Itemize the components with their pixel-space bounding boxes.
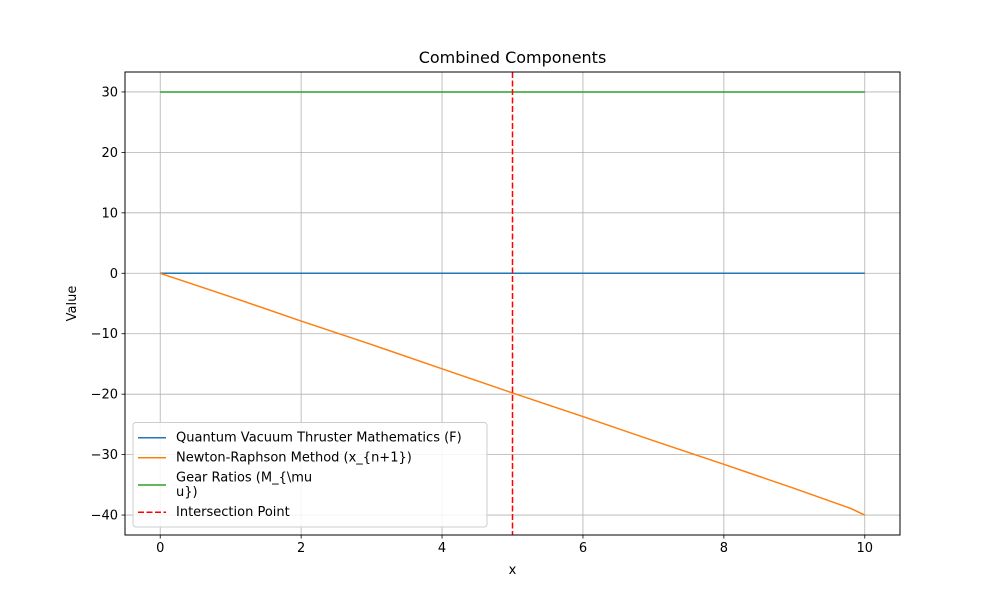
y-tick-label: −10 — [91, 327, 118, 342]
y-tick-label: 0 — [110, 267, 118, 282]
y-axis-label: Value — [65, 286, 80, 322]
series-line-2 — [159, 272, 866, 516]
legend-label-1: Quantum Vacuum Thruster Mathematics (F) — [176, 431, 462, 446]
series-layer — [159, 72, 866, 535]
x-tick-label: 0 — [156, 541, 164, 556]
legend-label-4: Intersection Point — [176, 505, 290, 520]
x-tick-label: 6 — [579, 541, 587, 556]
legend-label-3: u}) — [176, 485, 198, 500]
x-axis-label: x — [509, 563, 517, 578]
x-tick-label: 4 — [438, 541, 446, 556]
plot-frame — [124, 71, 901, 536]
x-tick-label: 8 — [720, 541, 728, 556]
ticks: 0 2 4 6 8 10 −40 −30 −20 −10 0 10 20 30 — [91, 85, 873, 556]
y-tick-label: −30 — [91, 448, 118, 463]
legend: Quantum Vacuum Thruster Mathematics (F) N… — [132, 422, 488, 528]
y-tick-label: 20 — [101, 146, 118, 161]
y-tick-label: −20 — [91, 388, 118, 403]
y-tick-label: 30 — [101, 85, 118, 100]
chart-title: Combined Components — [419, 48, 607, 67]
y-tick-label: 10 — [101, 206, 118, 221]
legend-label-3: Gear Ratios (M_{\mu — [176, 471, 312, 486]
y-tick-label: −40 — [91, 509, 118, 524]
legend-label-2: Newton-Raphson Method (x_{n+1}) — [176, 451, 412, 466]
legend-box — [132, 422, 488, 528]
x-tick-label: 2 — [297, 541, 305, 556]
x-tick-label: 10 — [856, 541, 873, 556]
